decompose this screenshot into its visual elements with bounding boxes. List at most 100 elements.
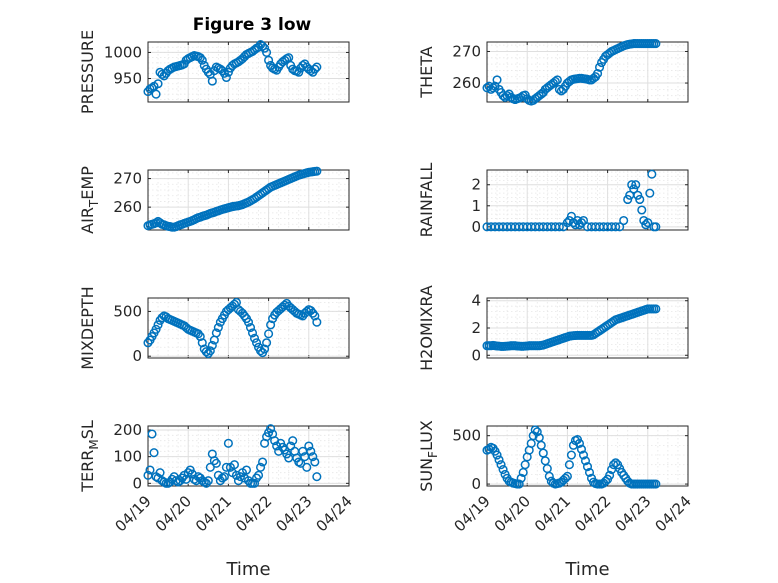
data-point [243, 317, 254, 327]
data-point [241, 465, 252, 475]
data-point [219, 472, 229, 482]
data-point [258, 457, 268, 467]
data-point [213, 323, 223, 333]
data-point [151, 324, 161, 334]
y-axis-label: MIXDEPTH [78, 286, 97, 369]
y-tick-label: 0 [132, 347, 142, 365]
data-point [306, 446, 316, 456]
data-point [205, 462, 215, 472]
data-point [151, 89, 161, 99]
data-point [310, 311, 320, 321]
x-tick-label: 04/22 [571, 492, 614, 535]
y-axis-label: H2OMIXRA [417, 285, 436, 371]
data-point [550, 76, 560, 87]
data-point [552, 75, 562, 85]
data-point [312, 62, 322, 72]
data-point [627, 180, 637, 190]
data-point [207, 76, 217, 86]
data-point [562, 471, 572, 481]
data-point [566, 450, 576, 460]
data-point [645, 188, 655, 198]
data-point [266, 320, 276, 330]
x-tick-label: 04/21 [192, 492, 235, 535]
x-tick-label: 04/24 [652, 492, 695, 535]
x-tick-label: 04/19 [112, 492, 155, 535]
y-tick-label: 1 [471, 197, 481, 215]
data-point [631, 180, 641, 190]
data-point [637, 205, 647, 215]
y-tick-label: 4 [471, 292, 481, 310]
data-point [651, 304, 661, 314]
data-point [578, 215, 589, 226]
subplot-pressure: 950 1000 PRESSURE [78, 30, 350, 114]
data-point [488, 83, 498, 93]
y-tick-label: 950 [113, 70, 142, 88]
data-point [532, 427, 542, 437]
data-point [516, 473, 526, 483]
data-point [247, 328, 258, 338]
y-axis-label: THETA [417, 46, 436, 98]
data-point [615, 222, 625, 232]
data-point [595, 62, 605, 72]
data-point [223, 438, 233, 448]
data-point [221, 462, 231, 472]
data-point [580, 456, 591, 466]
data-point [312, 166, 322, 176]
data-point [651, 222, 661, 232]
data-point [249, 333, 260, 343]
data-point [312, 472, 322, 482]
data-point [651, 39, 661, 49]
y-tick-label: 260 [113, 198, 142, 216]
data-point [494, 455, 504, 465]
data-point [605, 470, 615, 480]
data-point [619, 215, 629, 226]
axes-border [147, 41, 350, 103]
data-point [544, 471, 554, 481]
subplot-theta: 260 270 THETA [417, 39, 689, 106]
y-axis-label: PRESSURE [78, 30, 97, 114]
data-point [530, 425, 540, 435]
y-tick-label: 100 [113, 448, 142, 466]
figure-title: Figure 3 low [193, 15, 312, 35]
y-axis-label: SUNFLUX [417, 420, 440, 492]
x-axis-label: Time [564, 559, 609, 580]
data-point [199, 477, 209, 487]
data-point [496, 460, 506, 470]
data-point [264, 55, 274, 65]
subplot-rainfall: 0 1 2 RAINFALL [417, 163, 689, 238]
data-point [197, 55, 207, 65]
x-axis-label: Time [225, 559, 270, 580]
y-tick-label: 0 [471, 475, 481, 493]
data-point [564, 460, 574, 470]
data-point [302, 306, 312, 316]
x-tick-label: 04/24 [313, 492, 356, 535]
data-point [641, 220, 651, 230]
y-axis-label: RAINFALL [417, 163, 436, 238]
data-point [554, 222, 564, 232]
data-point [578, 450, 589, 460]
y-tick-label: 270 [113, 170, 142, 188]
axes-border [486, 41, 689, 103]
x-tick-label: 04/19 [451, 492, 494, 535]
y-tick-label: 0 [471, 346, 481, 364]
data-point [576, 218, 587, 228]
data-point [266, 424, 276, 434]
data-point [582, 462, 593, 472]
data-point [151, 218, 161, 228]
data-point [593, 69, 603, 79]
data-point [153, 320, 163, 330]
data-point [308, 452, 318, 462]
data-point [566, 211, 576, 221]
data-point [149, 448, 159, 458]
data-point [229, 460, 239, 470]
y-tick-label: 1000 [104, 43, 142, 61]
y-axis-label: TERRMSL [78, 420, 101, 493]
subplot-terr-msl: 0 100 200 TERRMSL 04/1904/2004/2104/2204/230… [78, 420, 356, 580]
data-point [217, 66, 227, 76]
axes-frame [486, 41, 689, 103]
data-point [260, 344, 270, 354]
y-tick-label: 260 [452, 74, 481, 92]
data-point [643, 218, 653, 228]
data-point [249, 478, 260, 488]
data-point [304, 441, 314, 451]
